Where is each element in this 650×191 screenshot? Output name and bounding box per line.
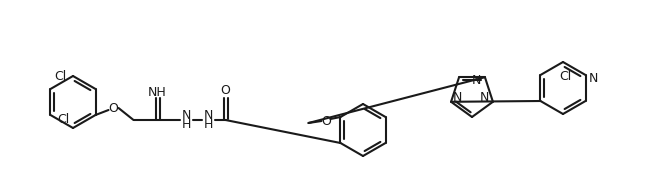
Text: O: O	[220, 83, 231, 96]
Text: H: H	[204, 117, 213, 130]
Text: NH: NH	[148, 86, 167, 99]
Text: Cl: Cl	[54, 70, 66, 83]
Text: N: N	[182, 108, 191, 121]
Text: O: O	[109, 101, 118, 114]
Text: Cl: Cl	[559, 70, 571, 83]
Text: N: N	[204, 108, 213, 121]
Text: N: N	[452, 91, 462, 104]
Text: H: H	[182, 117, 191, 130]
Text: Cl: Cl	[57, 112, 70, 125]
Text: N: N	[473, 74, 482, 87]
Text: N: N	[480, 91, 489, 104]
Text: O: O	[322, 114, 332, 128]
Text: N: N	[589, 73, 598, 86]
